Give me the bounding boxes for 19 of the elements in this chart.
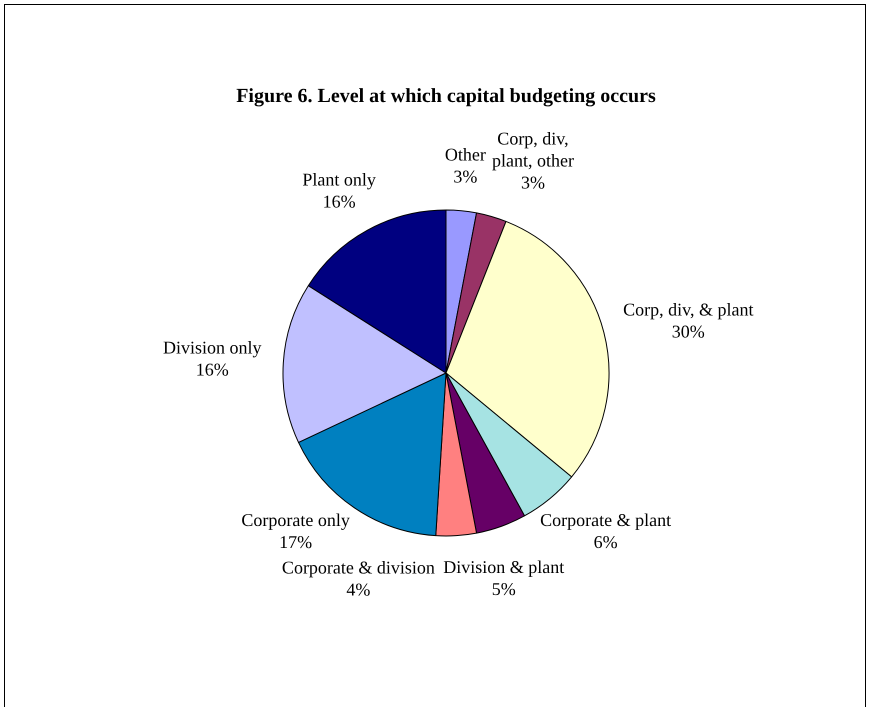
slice-label: Other [444, 144, 486, 165]
slice-label: Corp, div, & plant [623, 299, 754, 320]
slice-label: Corporate & division [282, 558, 435, 578]
data-label: 16% [196, 360, 229, 380]
data-label: 6% [594, 532, 618, 552]
chart-title: Figure 6. Level at which capital budgeting occurs [235, 85, 657, 108]
data-label: 16% [322, 191, 356, 212]
data-label: 30% [672, 321, 705, 342]
data-label: 5% [492, 579, 516, 600]
slice-label: Corporate & plant [540, 510, 672, 530]
data-label: 17% [279, 532, 312, 552]
data-label: 3% [453, 166, 478, 187]
slice-label: Division only [162, 338, 262, 358]
data-label: 3% [520, 172, 545, 193]
data-label: 4% [346, 580, 370, 600]
slice-label: Plant only [302, 169, 376, 190]
slice-label: Corp, div, plant, other [492, 128, 574, 171]
slice-label: Corporate only [241, 510, 350, 530]
slice-label: Division & plant [443, 557, 564, 578]
